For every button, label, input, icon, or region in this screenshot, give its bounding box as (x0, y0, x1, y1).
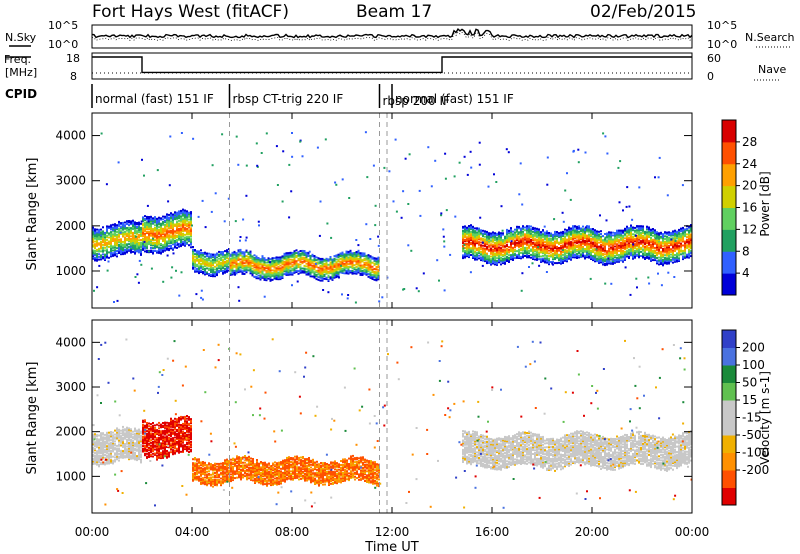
colorbar-swatch (722, 229, 736, 252)
y-tick-label: 3000 (55, 380, 86, 394)
y-tick-label: 1000 (55, 264, 86, 278)
frequency-trace (92, 56, 692, 74)
velocity-colorbar: 200 100 50 15 -15 -50 -100 -200 (721, 329, 769, 506)
colorbar-tick: 200 (742, 341, 765, 355)
nsky-trace (91, 28, 693, 39)
colorbar-tick: -100 (742, 446, 769, 460)
colorbar-swatch (722, 251, 736, 274)
colorbar-swatch (722, 417, 736, 436)
frequency-panel: 18 8 60 0 Freq. [MHz] Nave CPID (4, 52, 786, 101)
colorbar-tick: 16 (742, 201, 757, 215)
colorbar-swatch (722, 365, 736, 383)
x-tick-label: 08:00 (275, 525, 310, 539)
colorbar-tick: 50 (742, 376, 757, 390)
colorbar-swatch (722, 435, 736, 453)
colorbar-tick: -15 (742, 411, 762, 425)
date-title: 02/Feb/2015 (590, 2, 696, 22)
colorbar-swatch (722, 487, 736, 506)
freq-tick-bottom: 8 (70, 70, 77, 83)
colorbar-tick: 12 (742, 222, 757, 236)
colorbar-tick: 100 (742, 358, 765, 372)
noise-tick-bottom-right: 10^0 (707, 38, 737, 51)
colorbar-swatch (722, 120, 736, 143)
y-tick-label: 3000 (55, 174, 86, 188)
station-title: Fort Hays West (fitACF) (92, 2, 289, 22)
velocity-ylabel: Slant Range [km] (25, 362, 40, 475)
colorbar-swatch (722, 141, 736, 165)
freq-label-1: Freq. (4, 53, 31, 66)
power-panel: 1000 2000 3000 4000 Slant Range [km] (25, 112, 693, 309)
power-colorbar-title: Power [dB] (758, 171, 772, 236)
colorbar-swatch (722, 382, 736, 401)
colorbar-tick: 28 (742, 135, 757, 149)
time-axis-label: Time UT (364, 540, 418, 554)
colorbar-swatch (722, 163, 736, 187)
velocity-panel: 1000 2000 3000 4000 00:00 04:00 08:00 12:00 16:… (25, 319, 710, 554)
y-tick-label: 2000 (55, 425, 86, 439)
cpid-label: CPID (5, 87, 37, 101)
nsearch-label: N.Search (745, 31, 795, 44)
colorbar-swatch (722, 400, 736, 418)
beam-title: Beam 17 (356, 2, 432, 22)
cpid-segment-label: rbsp CT-trig 220 IF (233, 92, 344, 106)
y-tick-label: 4000 (55, 129, 86, 143)
x-tick-label: 00:00 (675, 525, 710, 539)
y-tick-label: 1000 (55, 469, 86, 483)
power-colorbar: 4 8 12 16 20 24 28 (721, 119, 757, 296)
noise-tick-bottom-left: 10^0 (48, 38, 78, 51)
colorbar-tick: -200 (742, 463, 769, 477)
colorbar-tick: -50 (742, 428, 762, 442)
colorbar-tick: 20 (742, 179, 757, 193)
power-ylabel: Slant Range [km] (25, 158, 40, 271)
colorbar-swatch (722, 452, 736, 471)
colorbar-tick: 15 (742, 393, 757, 407)
colorbar-swatch (722, 330, 736, 348)
freq-tick-top: 18 (66, 52, 80, 65)
colorbar-swatch (722, 207, 736, 230)
nsky-label: N.Sky (5, 31, 37, 44)
nave-label: Nave (758, 63, 786, 76)
freq-label-2: [MHz] (5, 66, 37, 79)
cpid-segment-label: rbsp 200 IF (383, 94, 450, 108)
x-tick-label: 00:00 (75, 525, 110, 539)
noise-panel: 10^5 10^0 10^5 10^0 N.Sky N.Search (5, 19, 795, 51)
velocity-colorbar-title: Velocity [m s-1] (758, 371, 772, 465)
cpid-segment-label: normal (fast) 151 IF (395, 92, 514, 106)
noise-tick-top-left: 10^5 (48, 19, 78, 32)
x-tick-label: 04:00 (175, 525, 210, 539)
colorbar-tick: 4 (742, 266, 750, 280)
y-tick-label: 4000 (55, 335, 86, 349)
cpid-strip: normal (fast) 151 IF rbsp CT-trig 220 IF r… (91, 84, 514, 108)
colorbar-swatch (722, 470, 736, 488)
nave-tick-top: 60 (707, 52, 721, 65)
colorbar-swatch (722, 347, 736, 366)
velocity-echoes (92, 338, 693, 509)
noise-tick-top-right: 10^5 (707, 19, 737, 32)
colorbar-tick: 24 (742, 157, 757, 171)
colorbar-swatch (722, 273, 736, 296)
y-tick-label: 2000 (55, 219, 86, 233)
cpid-segment-label: normal (fast) 151 IF (95, 92, 214, 106)
x-tick-label: 16:00 (475, 525, 510, 539)
x-tick-label: 20:00 (575, 525, 610, 539)
x-tick-label: 12:00 (375, 525, 410, 539)
nave-tick-bottom: 0 (707, 70, 714, 83)
colorbar-swatch (722, 185, 736, 208)
nsearch-trace (91, 31, 693, 42)
colorbar-tick: 8 (742, 244, 750, 258)
